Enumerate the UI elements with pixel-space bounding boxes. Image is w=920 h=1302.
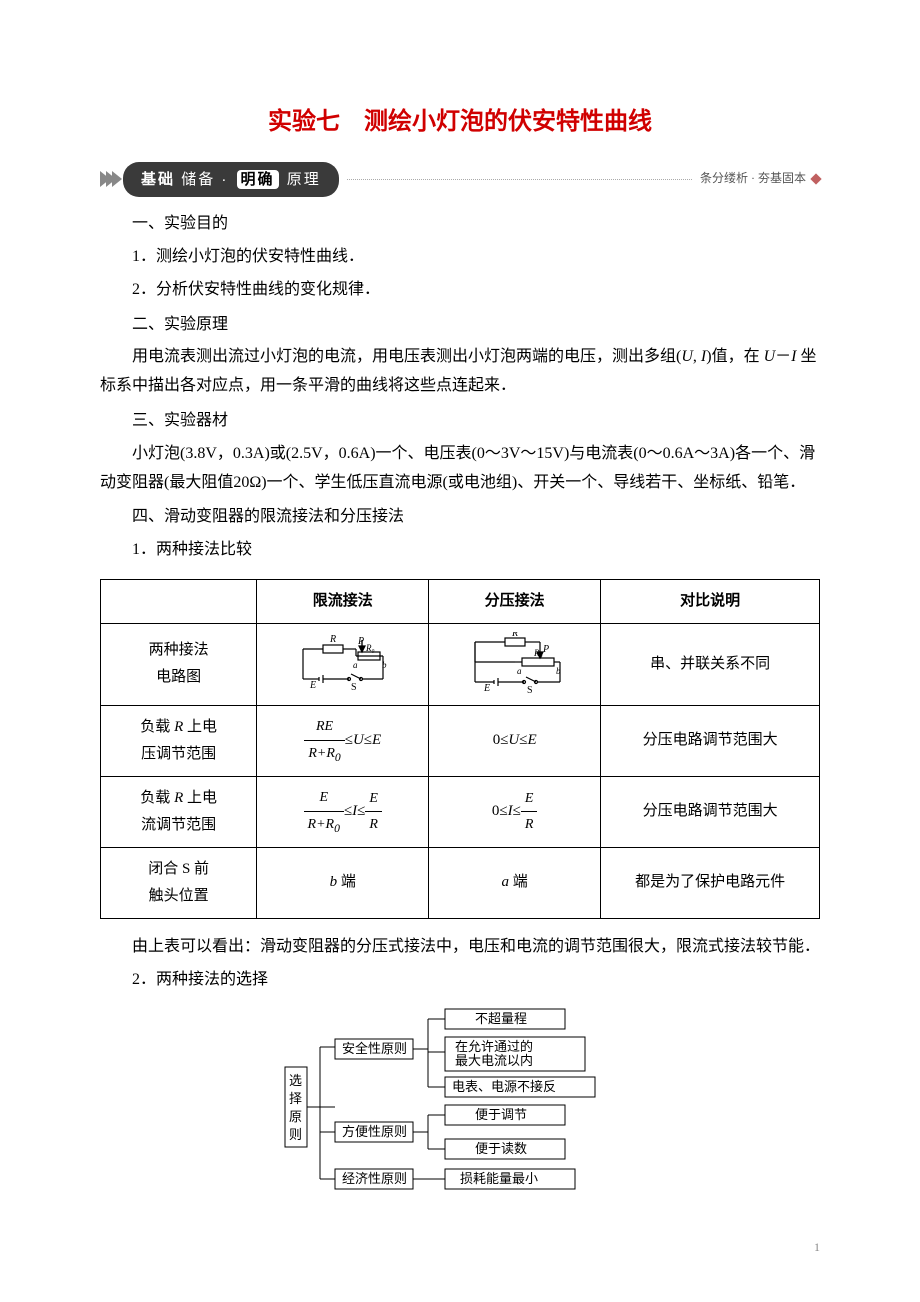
section-3-head: 三、实验器材 [100,407,820,436]
section-2-p1: 用电流表测出流过小灯泡的电流，用电压表测出小灯泡两端的电压，测出多组(U, I)… [100,343,820,401]
section-4-p2: 2．两种接法的选择 [100,966,820,995]
svg-text:P: P [542,644,549,655]
td-note: 分压电路调节范围大 [601,776,820,847]
td-note: 都是为了保护电路元件 [601,847,820,918]
th-divider: 分压接法 [429,579,601,623]
td-divider-circuit: R P a R₀ b S [429,623,601,705]
banner-divider [347,179,692,180]
th-blank [101,579,257,623]
td-limiting-switch: b 端 [257,847,429,918]
td-limiting-voltage: RER+R0≤U≤E [257,705,429,776]
svg-text:R: R [511,632,518,639]
section-4-head: 四、滑动变阻器的限流接法和分压接法 [100,503,820,532]
svg-text:R: R [329,634,336,645]
divider-circuit-icon: R P a R₀ b S [460,632,570,697]
svg-text:a: a [353,660,358,670]
page-number: 1 [100,1237,820,1259]
svg-text:E: E [309,680,316,691]
section-2-head: 二、实验原理 [100,311,820,340]
banner-chevrons [100,171,118,187]
table-row-circuit: 两种接法 电路图 R P a R₀ b [101,623,820,705]
section-4-p1: 1．两种接法比较 [100,536,820,565]
svg-text:电表、电源不接反: 电表、电源不接反 [452,1079,556,1094]
td-note: 分压电路调节范围大 [601,705,820,776]
svg-text:便于调节: 便于调节 [475,1107,527,1122]
table-row-voltage: 负载 R 上电 压调节范围 RER+R0≤U≤E 0≤U≤E 分压电路调节范围大 [101,705,820,776]
section-4-note: 由上表可以看出：滑动变阻器的分压式接法中，电压和电流的调节范围很大，限流式接法较… [100,933,820,962]
banner-emph: 明确 [237,170,279,189]
td-divider-switch: a 端 [429,847,601,918]
svg-text:最大电流以内: 最大电流以内 [455,1053,533,1068]
comparison-table: 限流接法 分压接法 对比说明 两种接法 电路图 R P a [100,579,820,919]
td-limiting-current: ER+R0≤I≤ER [257,776,429,847]
td-note: 串、并联关系不同 [601,623,820,705]
page-title: 实验七 测绘小灯泡的伏安特性曲线 [100,100,820,143]
svg-text:R₀: R₀ [533,648,543,658]
section-banner: 基础 储备 · 明确 原理 条分缕析 · 夯基固本 [100,163,820,195]
svg-text:在允许通过的: 在允许通过的 [455,1039,533,1054]
td-limiting-circuit: R P a R₀ b S [257,623,429,705]
svg-text:E: E [483,683,490,694]
banner-text-1: 基础 [141,171,175,188]
banner-subtitle: 条分缕析 · 夯基固本 [700,168,820,190]
svg-text:原: 原 [289,1109,302,1124]
svg-text:择: 择 [289,1091,302,1106]
th-note: 对比说明 [601,579,820,623]
banner-text-3: 原理 [287,171,321,188]
section-3-p1: 小灯泡(3.8V，0.3A)或(2.5V，0.6A)一个、电压表(0～3V～15… [100,440,820,498]
selection-flowchart: 选 择 原 则 安全性原则 方便性原则 经济性原则 不超量程 在允许通过的 最大… [280,1007,640,1207]
svg-text:选: 选 [289,1073,302,1088]
svg-text:便于读数: 便于读数 [475,1141,527,1156]
section-1-head: 一、实验目的 [100,210,820,239]
td-label: 负载 R 上电 压调节范围 [101,705,257,776]
td-label: 闭合 S 前 触头位置 [101,847,257,918]
svg-text:P: P [357,636,364,647]
svg-text:a: a [517,666,522,676]
td-label: 负载 R 上电 流调节范围 [101,776,257,847]
td-divider-current: 0≤I≤ER [429,776,601,847]
banner-text-2: 储备 · [181,171,228,188]
table-header-row: 限流接法 分压接法 对比说明 [101,579,820,623]
table-row-switch: 闭合 S 前 触头位置 b 端 a 端 都是为了保护电路元件 [101,847,820,918]
section-1-p2: 2．分析伏安特性曲线的变化规律． [100,276,820,305]
svg-text:不超量程: 不超量程 [475,1011,527,1026]
svg-text:R₀: R₀ [365,643,375,653]
svg-text:方便性原则: 方便性原则 [342,1124,407,1139]
svg-text:经济性原则: 经济性原则 [342,1171,407,1186]
svg-text:损耗能量最小: 损耗能量最小 [460,1171,538,1186]
banner-label: 基础 储备 · 明确 原理 [123,162,339,197]
td-label: 两种接法 电路图 [101,623,257,705]
svg-text:安全性原则: 安全性原则 [342,1041,407,1056]
diamond-icon [810,174,821,185]
limiting-circuit-icon: R P a R₀ b S [288,634,398,694]
flowchart-container: 选 择 原 则 安全性原则 方便性原则 经济性原则 不超量程 在允许通过的 最大… [100,1007,820,1207]
svg-text:则: 则 [289,1127,302,1142]
table-row-current: 负载 R 上电 流调节范围 ER+R0≤I≤ER 0≤I≤ER 分压电路调节范围… [101,776,820,847]
th-limiting: 限流接法 [257,579,429,623]
section-1-p1: 1．测绘小灯泡的伏安特性曲线． [100,243,820,272]
svg-text:S: S [351,682,357,693]
svg-text:S: S [527,685,533,696]
td-divider-voltage: 0≤U≤E [429,705,601,776]
